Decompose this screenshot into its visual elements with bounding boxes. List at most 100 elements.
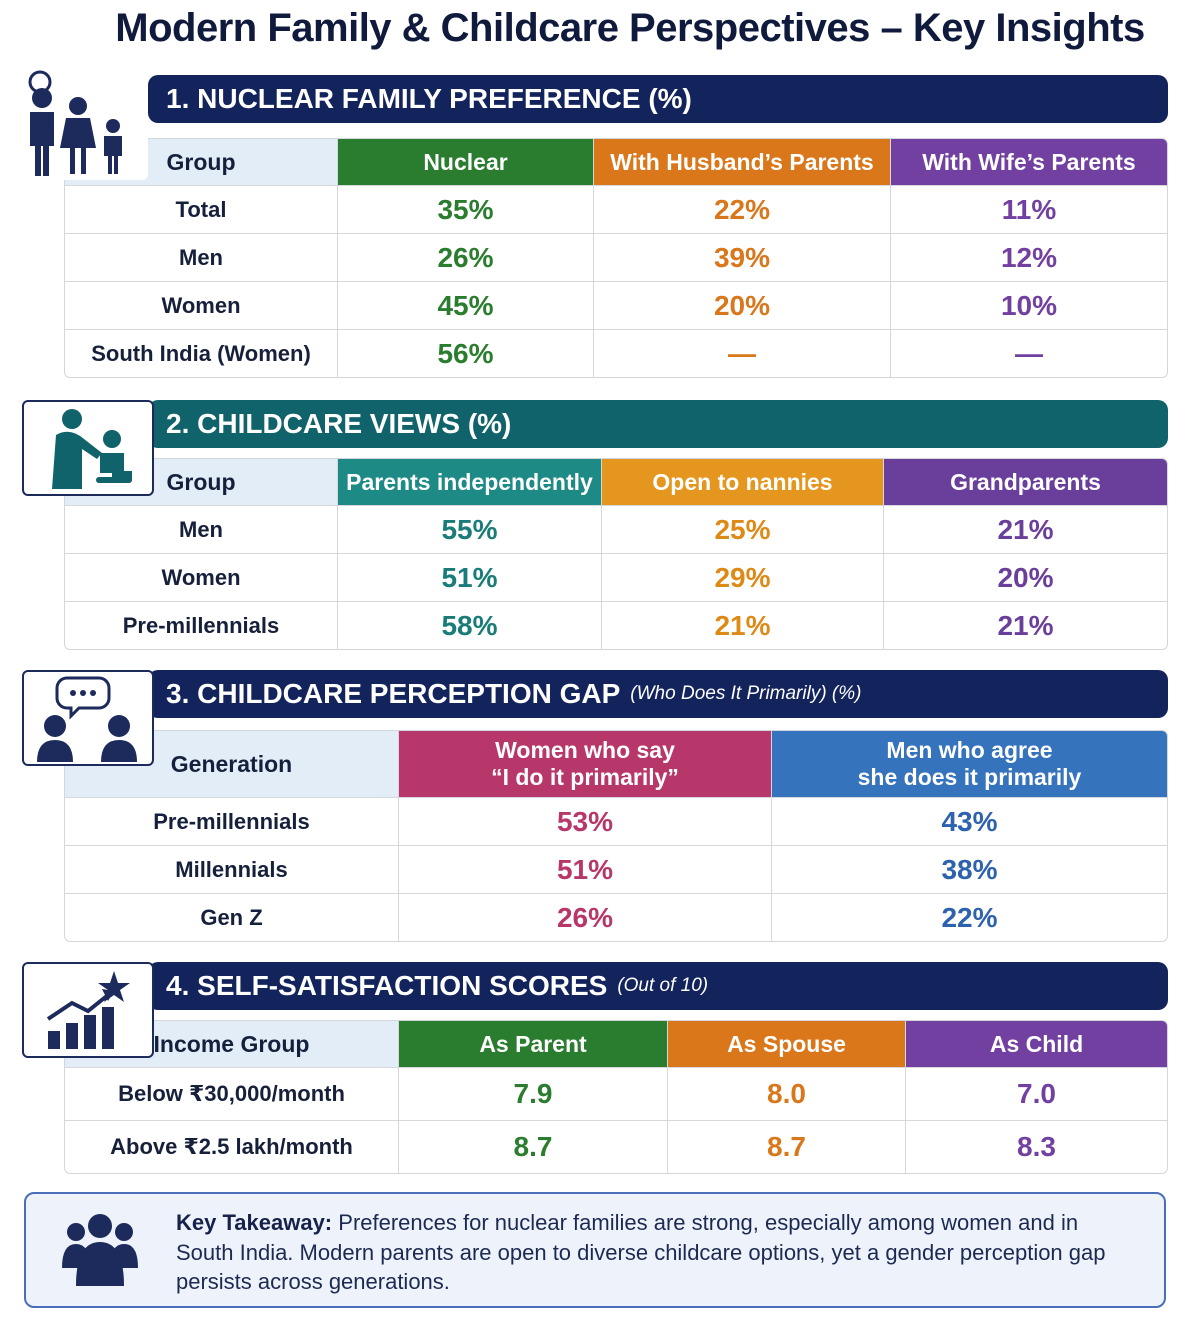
value-cell: 26%: [337, 234, 593, 281]
value-cell: 21%: [883, 506, 1167, 553]
column-header-as-parent: As Parent: [398, 1021, 667, 1067]
value-cell: 20%: [883, 554, 1167, 601]
table-row: Total 35% 22% 11%: [65, 185, 1167, 233]
section-header-bar: 2. CHILDCARE VIEWS (%): [148, 400, 1168, 448]
table-row: South India (Women) 56% — —: [65, 329, 1167, 377]
row-label: Above ₹2.5 lakh/month: [110, 1134, 353, 1159]
table-row: Pre-millennials 58% 21% 21%: [65, 601, 1167, 649]
growth-chart-star-icon: [22, 962, 154, 1058]
row-label: Pre-millennials: [153, 808, 310, 834]
value-cell: 51%: [398, 846, 771, 893]
value-cell: 7.9: [398, 1068, 667, 1120]
section-title: CHILDCARE PERCEPTION GAP: [197, 678, 621, 709]
table-row: Women 51% 29% 20%: [65, 553, 1167, 601]
table-header-row: Generation Women who say “I do it primar…: [65, 731, 1167, 797]
section-subtitle: (Out of 10): [617, 975, 709, 996]
row-label: Below ₹30,000/month: [118, 1081, 345, 1106]
row-label: Total: [175, 196, 227, 222]
row-label: Men: [179, 244, 223, 270]
value-cell: 56%: [337, 330, 593, 377]
row-label: Gen Z: [200, 904, 263, 930]
value-cell: 58%: [337, 602, 601, 649]
row-label: Pre-millennials: [122, 612, 280, 638]
value-cell: 35%: [337, 186, 593, 233]
section-number: 2.: [166, 408, 190, 439]
family-icon: [12, 62, 148, 180]
value-cell: 8.3: [905, 1121, 1167, 1173]
section-title: SELF-SATISFACTION SCORES: [197, 970, 608, 1001]
column-header-men-agree: Men who agree she does it primarily: [771, 731, 1167, 797]
key-takeaway-box: Key Takeaway: Preferences for nuclear fa…: [24, 1192, 1166, 1308]
row-label: Women: [161, 564, 241, 590]
value-cell: 53%: [398, 798, 771, 845]
table-row: Below ₹30,000/month 7.9 8.0 7.0: [65, 1067, 1167, 1120]
table-row: Men 26% 39% 12%: [65, 233, 1167, 281]
table-header-row: Group Parents independently Open to nann…: [65, 459, 1167, 505]
value-cell: 8.7: [398, 1121, 667, 1173]
value-cell: 20%: [593, 282, 890, 329]
column-header-nuclear: Nuclear: [337, 139, 593, 185]
caregiver-child-icon: [22, 400, 154, 496]
perception-gap-table: Generation Women who say “I do it primar…: [64, 730, 1168, 942]
row-label: Women: [161, 292, 241, 318]
value-cell: 29%: [601, 554, 883, 601]
row-label: South India (Women): [91, 340, 311, 366]
section-number: 4.: [166, 970, 190, 1001]
table-row: Gen Z 26% 22%: [65, 893, 1167, 941]
table-row: Millennials 51% 38%: [65, 845, 1167, 893]
value-cell: 22%: [593, 186, 890, 233]
value-cell: 38%: [771, 846, 1167, 893]
value-cell: 21%: [883, 602, 1167, 649]
column-header-grandparents: Grandparents: [883, 459, 1167, 505]
group-people-icon: [60, 1208, 140, 1295]
section-subtitle: (Who Does It Primarily) (%): [630, 683, 862, 704]
table-row: Above ₹2.5 lakh/month 8.7 8.7 8.3: [65, 1120, 1167, 1173]
section-title: CHILDCARE VIEWS (%): [197, 408, 512, 439]
column-header-as-spouse: As Spouse: [667, 1021, 905, 1067]
section-number: 1.: [166, 83, 190, 114]
table-row: Men 55% 25% 21%: [65, 505, 1167, 553]
value-cell: —: [890, 330, 1167, 377]
value-cell: 26%: [398, 894, 771, 941]
table-header-row: Income Group As Parent As Spouse As Chil…: [65, 1021, 1167, 1067]
value-cell: 25%: [601, 506, 883, 553]
value-cell: 39%: [593, 234, 890, 281]
section-header-bar: 3. CHILDCARE PERCEPTION GAP (Who Does It…: [148, 670, 1168, 718]
column-header-husbands-parents: With Husband’s Parents: [593, 139, 890, 185]
takeaway-label: Key Takeaway:: [176, 1210, 333, 1235]
value-cell: 11%: [890, 186, 1167, 233]
column-header-women-say: Women who say “I do it primarily”: [398, 731, 771, 797]
value-cell: 12%: [890, 234, 1167, 281]
table-row: Women 45% 20% 10%: [65, 281, 1167, 329]
self-satisfaction-table: Income Group As Parent As Spouse As Chil…: [64, 1020, 1168, 1174]
row-label: Men: [179, 516, 223, 542]
table-row: Pre-millennials 53% 43%: [65, 797, 1167, 845]
takeaway-body: Preferences for nuclear families are str…: [176, 1210, 1106, 1294]
main-title: Modern Family & Childcare Perspectives –…: [115, 6, 1145, 50]
value-cell: 21%: [601, 602, 883, 649]
section-title: NUCLEAR FAMILY PREFERENCE (%): [197, 83, 692, 114]
column-header-wifes-parents: With Wife’s Parents: [890, 139, 1167, 185]
section-header-bar: 4. SELF-SATISFACTION SCORES (Out of 10): [148, 962, 1168, 1010]
value-cell: 10%: [890, 282, 1167, 329]
value-cell: 8.7: [667, 1121, 905, 1173]
value-cell: 45%: [337, 282, 593, 329]
value-cell: —: [593, 330, 890, 377]
section-number: 3.: [166, 678, 190, 709]
table-header-row: Group Nuclear With Husband’s Parents Wit…: [65, 139, 1167, 185]
value-cell: 43%: [771, 798, 1167, 845]
value-cell: 7.0: [905, 1068, 1167, 1120]
section-header-bar: 1. NUCLEAR FAMILY PREFERENCE (%): [148, 75, 1168, 123]
column-header-open-to-nannies: Open to nannies: [601, 459, 883, 505]
value-cell: 51%: [337, 554, 601, 601]
value-cell: 22%: [771, 894, 1167, 941]
conversation-icon: [22, 670, 154, 766]
row-label: Millennials: [175, 856, 288, 882]
value-cell: 55%: [337, 506, 601, 553]
nuclear-family-table: Group Nuclear With Husband’s Parents Wit…: [64, 138, 1168, 378]
column-header-parents-independently: Parents independently: [337, 459, 601, 505]
takeaway-text: Key Takeaway: Preferences for nuclear fa…: [176, 1208, 1136, 1297]
childcare-views-table: Group Parents independently Open to nann…: [64, 458, 1168, 650]
column-header-as-child: As Child: [905, 1021, 1167, 1067]
value-cell: 8.0: [667, 1068, 905, 1120]
